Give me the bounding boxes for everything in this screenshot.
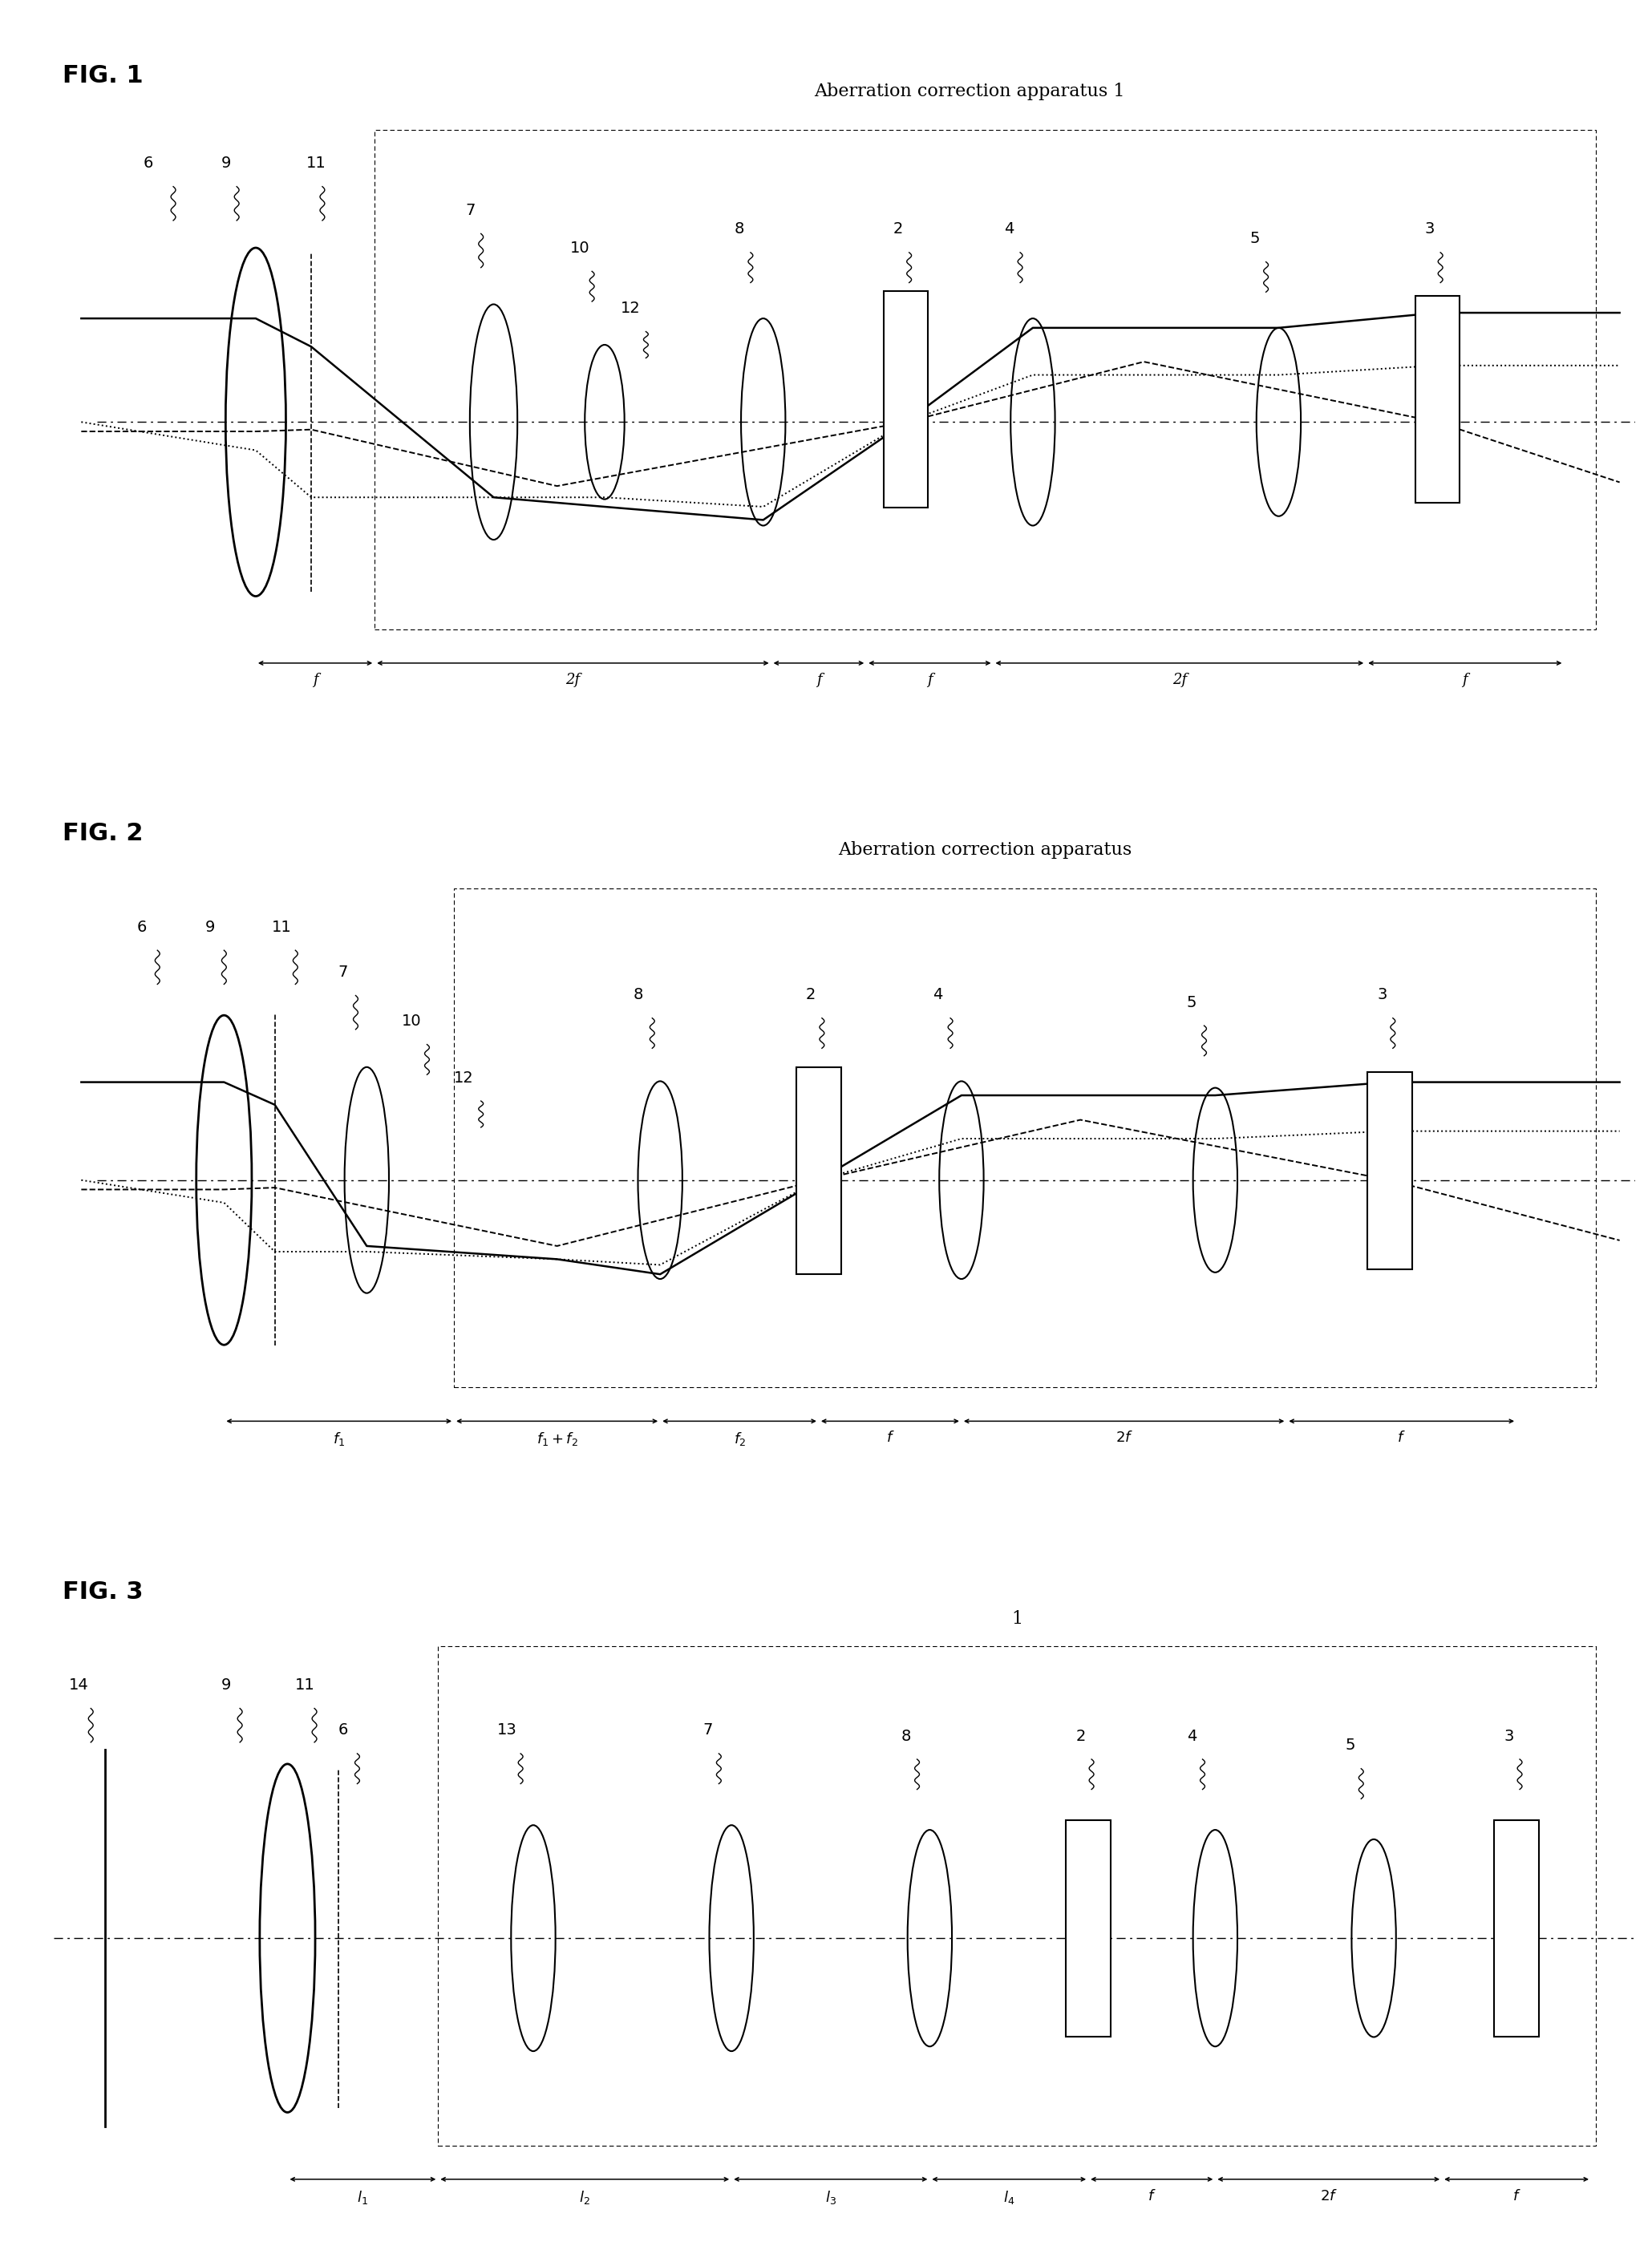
Text: $l_2$: $l_2$ [580,2189,590,2205]
Text: $2f$: $2f$ [1320,2189,1338,2203]
Text: f: f [927,673,932,687]
Text: 9: 9 [221,156,231,170]
Text: 6: 6 [137,920,147,934]
Text: 12: 12 [454,1070,474,1085]
Text: $2f$: $2f$ [1115,1430,1133,1446]
Bar [1495,1820,1538,2037]
Bar [438,1645,1596,2146]
Text: 8: 8 [902,1729,912,1743]
Bar [884,290,928,508]
Text: 3: 3 [1424,222,1434,238]
Text: 6: 6 [339,1722,349,1738]
Text: FIG. 2: FIG. 2 [63,823,142,845]
Text: 4: 4 [933,988,943,1002]
Text: 7: 7 [704,1722,714,1738]
Bar [1416,297,1459,503]
Bar [454,888,1596,1387]
Text: 9: 9 [205,920,215,934]
Text: 2f: 2f [1173,673,1186,687]
Text: $l_1$: $l_1$ [357,2189,368,2205]
Text: f: f [1462,673,1467,687]
Text: 3: 3 [1378,988,1388,1002]
Text: 11: 11 [307,156,327,170]
Text: $f$: $f$ [1512,2189,1521,2203]
Text: $f_1$: $f_1$ [334,1430,345,1448]
Text: 6: 6 [144,156,154,170]
Text: 11: 11 [271,920,291,934]
Text: $l_3$: $l_3$ [824,2189,836,2205]
Text: 2: 2 [806,988,816,1002]
Text: 2: 2 [894,222,904,238]
Text: 5: 5 [1186,995,1196,1011]
Text: 10: 10 [401,1013,421,1029]
Text: 14: 14 [69,1677,89,1693]
Text: 9: 9 [221,1677,231,1693]
Text: Aberration correction apparatus 1: Aberration correction apparatus 1 [814,84,1125,100]
Text: 2f: 2f [565,673,580,687]
Text: 10: 10 [570,240,590,256]
Text: 4: 4 [1004,222,1014,238]
Text: 7: 7 [339,965,349,979]
Text: 7: 7 [466,202,476,218]
Text: $f_2$: $f_2$ [733,1430,745,1448]
Text: $l_4$: $l_4$ [1003,2189,1014,2205]
Text: 11: 11 [296,1677,316,1693]
Text: FIG. 1: FIG. 1 [63,63,144,88]
Text: 12: 12 [621,301,641,315]
Text: 3: 3 [1503,1729,1513,1743]
Text: 8: 8 [633,988,643,1002]
Text: f: f [816,673,821,687]
Text: 4: 4 [1186,1729,1196,1743]
Text: 8: 8 [735,222,745,238]
Bar [1066,1820,1110,2037]
Bar [1368,1072,1412,1269]
Text: FIG. 3: FIG. 3 [63,1579,142,1604]
Text: Aberration correction apparatus: Aberration correction apparatus [839,841,1132,859]
Text: 5: 5 [1345,1738,1355,1754]
Text: f: f [312,673,317,687]
Text: $f$: $f$ [885,1430,894,1446]
Text: 13: 13 [497,1722,517,1738]
Bar [375,129,1596,630]
Text: $f$: $f$ [1398,1430,1406,1446]
Text: 5: 5 [1251,231,1260,247]
Text: $f_1+f_2$: $f_1+f_2$ [537,1430,578,1448]
Text: 1: 1 [1011,1609,1023,1627]
Bar [796,1067,841,1273]
Text: 2: 2 [1075,1729,1085,1743]
Text: $f$: $f$ [1148,2189,1156,2203]
